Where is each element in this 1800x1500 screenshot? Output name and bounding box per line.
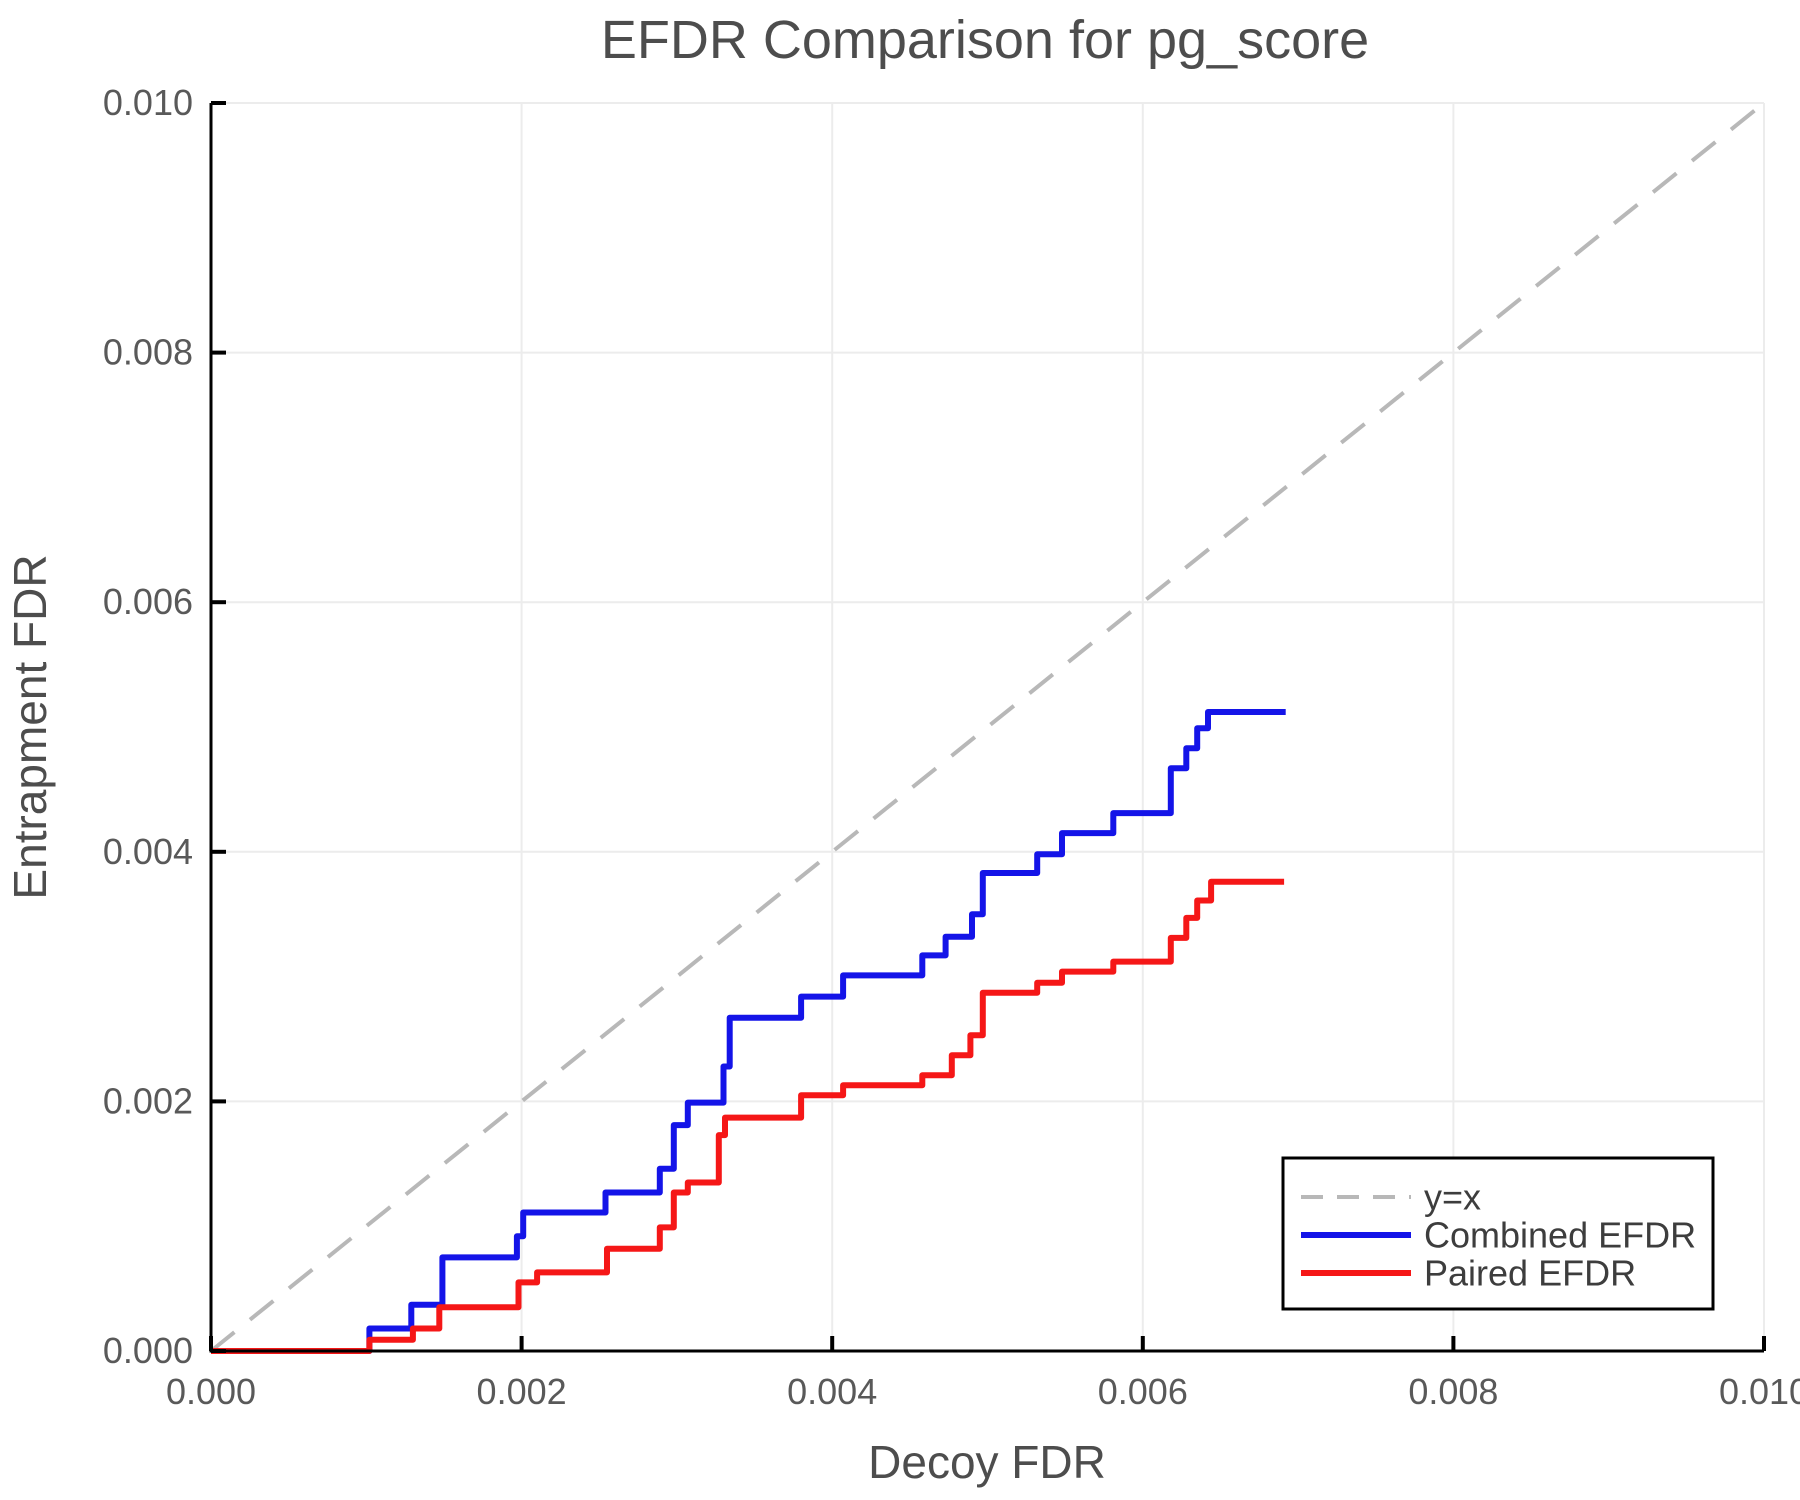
y-tick-label: 0.002 <box>103 1080 193 1121</box>
y-axis-label: Entrapment FDR <box>4 554 56 899</box>
y-tick-label: 0.006 <box>103 581 193 622</box>
legend-samples <box>1301 1195 1411 1276</box>
x-tick-label: 0.002 <box>477 1371 567 1412</box>
series-lines <box>209 101 1766 1354</box>
y-tick-label: 0.010 <box>103 82 193 123</box>
legend-label-paired: Paired EFDR <box>1424 1253 1636 1294</box>
y-tick-label: 0.004 <box>103 831 193 872</box>
x-tick-label: 0.000 <box>166 1371 256 1412</box>
series-paired-efdr <box>211 878 1285 1354</box>
x-tick-label: 0.004 <box>787 1371 877 1412</box>
x-tick-label: 0.008 <box>1408 1371 1498 1412</box>
gridlines <box>211 102 1765 1351</box>
y-tick-label: 0.008 <box>103 332 193 373</box>
x-axis-label: Decoy FDR <box>868 1436 1106 1488</box>
chart-title: EFDR Comparison for pg_score <box>601 10 1369 70</box>
axes <box>209 101 1766 1353</box>
y-tick-label: 0.000 <box>103 1330 193 1371</box>
tick-labels: 0.000 0.002 0.004 0.006 0.008 0.010 0.000 0.002… <box>103 82 1800 1412</box>
legend-label-identity: y=x <box>1424 1177 1481 1218</box>
series-y-x <box>209 101 1766 1353</box>
x-tick-label: 0.006 <box>1098 1371 1188 1412</box>
legend: y=x Combined EFDR Paired EFDR <box>1281 1156 1715 1311</box>
x-tick-label: 0.010 <box>1719 1371 1800 1412</box>
legend-label-combined: Combined EFDR <box>1424 1215 1696 1256</box>
series-combined-efdr <box>211 709 1286 1354</box>
